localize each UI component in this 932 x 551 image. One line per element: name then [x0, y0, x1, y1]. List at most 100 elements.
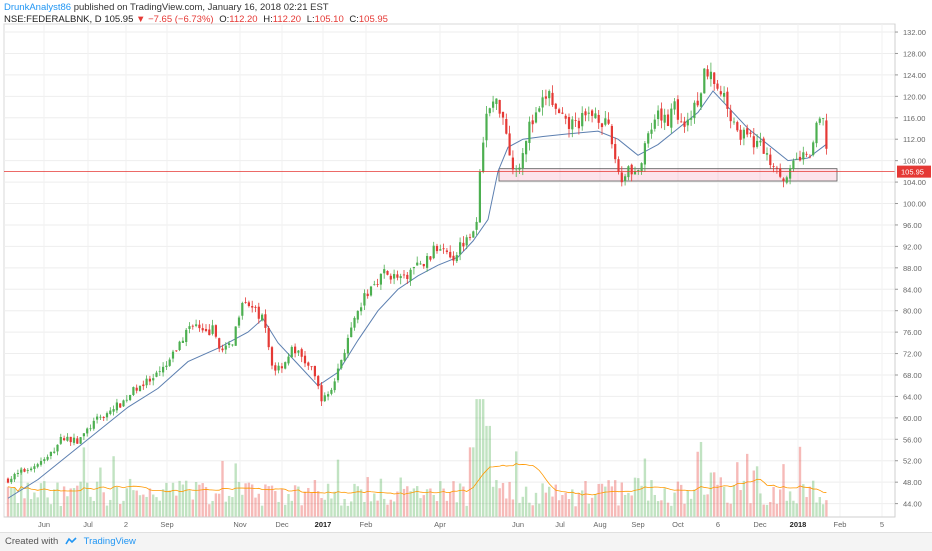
- volume-bar: [386, 504, 389, 517]
- candle-body: [313, 365, 316, 377]
- last-price-line: 105.95: [4, 165, 931, 178]
- price-axis[interactable]: 44.00 48.00 52.00 56.00 60.00 64.00 68.00 72.00…: [894, 24, 926, 517]
- candle-body: [455, 255, 458, 262]
- volume-bar: [821, 504, 825, 517]
- time-tick-label: Oct: [672, 520, 685, 529]
- candle-body: [39, 461, 43, 465]
- candle-body: [683, 121, 686, 127]
- volume-bar: [706, 494, 709, 517]
- price-tick-label: 72.00: [903, 350, 922, 359]
- volume-bar: [643, 458, 647, 517]
- volume-bar: [485, 425, 488, 517]
- candle-body: [508, 133, 511, 156]
- candle-body: [604, 118, 607, 125]
- volume-bar: [429, 488, 432, 517]
- volume-bar: [185, 480, 188, 517]
- candle-body: [158, 371, 161, 373]
- volume-bar: [630, 495, 633, 517]
- candle-body: [82, 433, 85, 437]
- candle-body: [241, 302, 244, 316]
- volume-bar: [472, 447, 475, 517]
- price-tick-label: 60.00: [903, 414, 922, 423]
- price-tick-label: 96.00: [903, 221, 922, 230]
- volume-bar: [290, 500, 293, 517]
- candle-body: [462, 242, 465, 247]
- volume-bar: [571, 489, 574, 517]
- candle-body: [303, 355, 307, 364]
- volume-bar: [125, 488, 128, 517]
- author-link[interactable]: DrunkAnalyst86: [4, 2, 72, 13]
- time-tick-label: Aug: [593, 520, 606, 529]
- volume-bar: [191, 499, 194, 517]
- volume-bar: [254, 497, 257, 517]
- volume-bar: [310, 492, 313, 517]
- candle-body: [178, 341, 181, 350]
- candle-body: [264, 314, 267, 328]
- candle-body: [320, 385, 323, 402]
- volume-bar: [445, 500, 449, 517]
- volume-bar: [135, 490, 138, 517]
- price-tick-label: 88.00: [903, 264, 922, 273]
- price-chart[interactable]: 105.95 44.00 48.00 52.00 56.00 60.00 64.00 68.…: [0, 0, 932, 532]
- volume-bar: [686, 490, 689, 517]
- time-tick-label: 5: [880, 520, 884, 529]
- candle-body: [261, 314, 264, 321]
- volume-bar: [600, 483, 604, 517]
- candle-body: [346, 337, 349, 354]
- candle-body: [237, 317, 241, 326]
- candle-body: [6, 478, 10, 483]
- candle-body: [617, 159, 620, 172]
- ma-polyline: [7, 90, 827, 499]
- volume-bar: [449, 492, 452, 517]
- volume-bar: [115, 486, 119, 517]
- high-label: H:: [263, 14, 273, 25]
- candle-body: [782, 178, 785, 182]
- candle-body: [449, 251, 452, 258]
- volume-bar: [538, 503, 541, 517]
- candle-body: [254, 306, 257, 308]
- candle-body: [20, 469, 23, 473]
- tradingview-link[interactable]: TradingView: [83, 536, 136, 547]
- volume-bar: [577, 493, 581, 517]
- candle-body: [138, 385, 142, 392]
- volume-bar: [82, 447, 86, 517]
- candle-body: [815, 122, 818, 144]
- last-price-tag-label: 105.95: [901, 168, 924, 177]
- volume-bar: [373, 493, 376, 517]
- time-tick-label: Feb: [834, 520, 847, 529]
- volume-bar: [95, 481, 99, 517]
- volume-bar: [699, 441, 703, 517]
- volume-bar: [379, 478, 383, 517]
- volume-bar: [455, 502, 458, 517]
- volume-bar: [56, 482, 59, 517]
- volume-bar: [340, 505, 343, 517]
- candle-body: [591, 110, 594, 116]
- candle-body: [478, 171, 481, 223]
- candle-body: [564, 115, 567, 119]
- volume-ma-polyline: [7, 463, 827, 496]
- open-value: 112.20: [229, 14, 258, 25]
- volume-bar: [99, 467, 102, 517]
- volume-bar: [161, 489, 165, 517]
- candle-body: [670, 108, 673, 128]
- candle-body: [772, 166, 775, 168]
- time-axis[interactable]: Jun Jul 2 Sep Nov Dec 2017 Feb Apr Jun Jul Aug Sep Oc…: [4, 516, 895, 529]
- volume-bar: [346, 505, 350, 517]
- candle-body: [76, 438, 79, 444]
- candle-body: [198, 324, 201, 329]
- volume-bar: [587, 503, 590, 517]
- volume-bar: [214, 493, 218, 517]
- volume-bar: [666, 502, 670, 517]
- candle-body: [393, 274, 396, 279]
- candle-body: [257, 306, 260, 319]
- volume-bar: [142, 494, 145, 517]
- volume-bar: [554, 484, 557, 517]
- volume-bar: [260, 505, 264, 517]
- candle-body: [577, 120, 580, 129]
- volume-bar: [637, 478, 640, 517]
- price-tick-label: 132.00: [903, 28, 926, 37]
- candle-body: [805, 153, 808, 155]
- candle-body: [402, 274, 406, 276]
- candle-body: [802, 152, 805, 160]
- volume-bar: [363, 501, 366, 517]
